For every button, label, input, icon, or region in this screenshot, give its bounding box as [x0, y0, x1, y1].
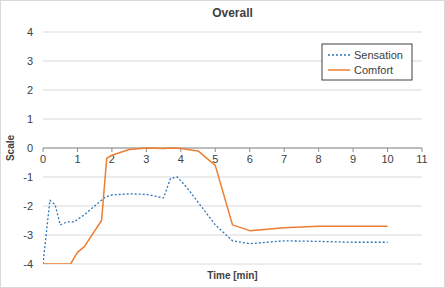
title: Overall	[212, 6, 253, 20]
y-axis-label: Scale	[5, 134, 16, 161]
x-tick-label: 6	[247, 153, 253, 165]
x-axis-label: Time [min]	[207, 270, 257, 281]
chart-border	[1, 1, 445, 288]
plot-area	[43, 148, 388, 264]
x-tick-label: 1	[74, 153, 80, 165]
grid-line	[43, 177, 422, 178]
y-tick-label: -3	[23, 229, 33, 241]
y-tick-label: -1	[23, 171, 33, 183]
x-tick-label: 9	[350, 153, 356, 165]
x-tick	[215, 148, 216, 152]
series-line	[43, 177, 388, 264]
legend-swatch	[328, 69, 350, 71]
series-line	[43, 148, 388, 264]
x-tick-label: 7	[281, 153, 287, 165]
y-tick-label: -2	[23, 200, 33, 212]
x-tick	[422, 148, 423, 152]
x-tick	[353, 148, 354, 152]
grid-line	[43, 264, 422, 265]
y-tick-label: 2	[27, 84, 33, 96]
x-tick	[77, 148, 78, 152]
grid-line	[43, 206, 422, 207]
x-tick-label: 8	[316, 153, 322, 165]
legend: Sensation Comfort	[322, 44, 412, 80]
legend-box	[322, 44, 412, 80]
x-tick-label: 0	[40, 153, 46, 165]
y-tick-label: -4	[23, 258, 33, 270]
grid-line	[43, 90, 422, 91]
y-tick-label: 1	[27, 113, 33, 125]
x-tick	[111, 148, 112, 152]
y-tick-label: 0	[27, 142, 33, 154]
x-tick	[284, 148, 285, 152]
grid-line	[43, 119, 422, 120]
x-tick-label: 10	[381, 153, 393, 165]
y-tick-label: 4	[27, 26, 33, 38]
x-tick	[318, 148, 319, 152]
x-tick	[249, 148, 250, 152]
legend-label: Comfort	[354, 64, 393, 76]
grid-line	[43, 148, 422, 149]
legend-swatch	[328, 54, 350, 56]
x-tick-label: 11	[416, 153, 427, 165]
x-tick	[43, 148, 44, 152]
x-tick-label: 4	[178, 153, 184, 165]
y-tick-label: 3	[27, 55, 33, 67]
chart: Overall-4-3-2-10123401234567891011Time […	[0, 0, 445, 288]
x-axis	[43, 148, 422, 149]
x-tick-label: 3	[143, 153, 149, 165]
grid-line	[43, 32, 422, 33]
grid-line	[43, 235, 422, 236]
legend-label: Sensation	[354, 49, 403, 61]
x-tick	[387, 148, 388, 152]
